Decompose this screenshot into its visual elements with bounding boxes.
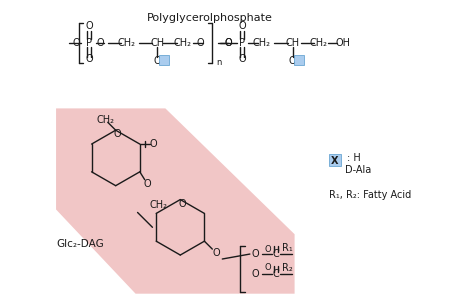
- Text: O: O: [97, 38, 104, 48]
- Text: O: O: [212, 248, 220, 258]
- FancyBboxPatch shape: [328, 154, 340, 166]
- Text: O: O: [264, 245, 270, 254]
- Text: D-Ala: D-Ala: [344, 165, 371, 175]
- Text: C: C: [272, 249, 278, 259]
- Text: O: O: [224, 38, 231, 48]
- Text: OH: OH: [335, 38, 350, 48]
- Text: CH₂: CH₂: [117, 38, 135, 48]
- Text: O: O: [85, 21, 92, 31]
- Text: P: P: [238, 38, 244, 48]
- Text: CH₂: CH₂: [173, 38, 191, 48]
- Text: O: O: [85, 54, 92, 64]
- Text: X: X: [330, 156, 337, 166]
- Text: O: O: [153, 56, 161, 66]
- Text: P: P: [86, 38, 91, 48]
- FancyBboxPatch shape: [293, 55, 303, 65]
- FancyBboxPatch shape: [159, 55, 168, 65]
- Text: O: O: [238, 54, 245, 64]
- Text: n: n: [216, 58, 221, 67]
- Text: CH₂: CH₂: [149, 199, 167, 209]
- Text: O: O: [224, 38, 231, 48]
- Text: O: O: [114, 129, 121, 139]
- Text: CH₂: CH₂: [96, 115, 115, 125]
- Text: R₂: R₂: [282, 263, 293, 273]
- Text: O: O: [250, 249, 258, 259]
- Text: C: C: [272, 269, 278, 279]
- Text: Glc₂-DAG: Glc₂-DAG: [56, 239, 104, 249]
- Text: O: O: [196, 38, 203, 48]
- Text: O: O: [150, 139, 157, 149]
- Text: CH₂: CH₂: [252, 38, 270, 48]
- Text: R₁, R₂: Fatty Acid: R₁, R₂: Fatty Acid: [329, 190, 411, 200]
- Text: O: O: [238, 21, 245, 31]
- Text: CH: CH: [285, 38, 299, 48]
- Text: CH₂: CH₂: [309, 38, 327, 48]
- Text: O: O: [288, 56, 296, 66]
- Text: O: O: [72, 38, 80, 48]
- Text: O: O: [264, 264, 270, 272]
- Text: CH: CH: [150, 38, 164, 48]
- Text: : H: : H: [347, 153, 360, 163]
- PathPatch shape: [56, 109, 294, 294]
- Text: X: X: [159, 56, 167, 66]
- Text: Polyglycerolphosphate: Polyglycerolphosphate: [147, 13, 273, 23]
- Text: O: O: [250, 269, 258, 279]
- Text: O: O: [144, 179, 151, 189]
- Text: O: O: [178, 199, 186, 209]
- Text: X: X: [294, 56, 302, 66]
- Text: R₁: R₁: [282, 243, 293, 253]
